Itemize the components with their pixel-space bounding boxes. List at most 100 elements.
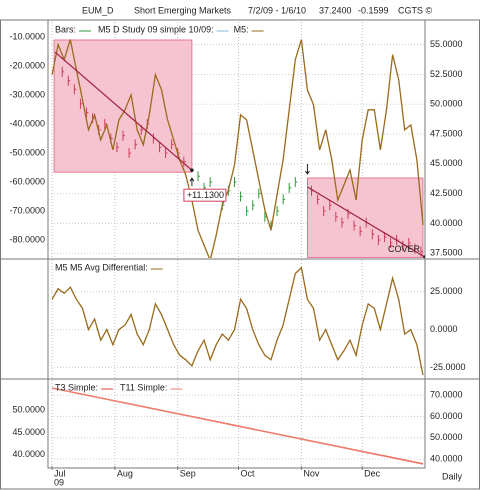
panel [48,39,425,258]
panel [48,266,425,376]
y2-tick-label: 0.0000 [430,324,458,334]
legend-label: T3 Simple: [55,382,98,392]
legend-study: M5 D Study 09 simple 10/09: [98,24,214,34]
price-bar [377,235,381,246]
price-bar [317,194,320,205]
arrow [305,163,310,175]
price-bar [183,156,186,167]
copyright: CGTS © [398,5,433,15]
panel [48,387,425,465]
annotation-box [183,188,227,202]
legend-label: T11 Simple: [120,382,167,392]
price-bar [86,107,89,118]
y2-tick-label: 50.0000 [430,432,463,442]
price-bar [329,200,332,211]
legend-label: M5: [234,24,249,34]
trend-end [423,255,425,258]
y-tick-label: -10.0000 [9,31,45,41]
price-bar [252,200,255,211]
price-bar [359,226,363,237]
price-bar [73,84,77,95]
annotation: COVER [388,244,421,254]
y-tick-label: -80.0000 [9,234,45,244]
trend-line [307,186,425,258]
series-line [51,266,424,376]
price-bar [323,206,326,217]
y2-tick-label: 47.5000 [430,128,463,138]
y-tick-label: -40.0000 [9,118,45,128]
y2-tick-label: -25.0000 [430,362,466,372]
symbol: EUM_D [82,5,114,15]
y2-tick-label: 40.0000 [430,218,463,228]
price-bar [122,130,125,141]
x-tick-label: Aug [117,468,133,478]
y-tick-label: 50.0000 [12,405,45,415]
series-line [51,39,424,258]
trend-line [54,51,193,171]
price-bar [353,220,357,231]
x-tick-label: Nov [303,468,320,478]
change: -0.1599 [358,5,389,15]
price-bar [116,142,119,153]
price-bar [402,240,405,251]
y-tick-label: -70.0000 [9,205,45,215]
y-tick-label: -60.0000 [9,176,45,186]
price-bar [128,148,132,159]
arrow [189,177,195,187]
price-bar [104,119,107,130]
price-bar [371,229,375,240]
x-tick-label: Dec [364,468,381,478]
price-bar [258,188,261,199]
price-bar [158,142,162,153]
price-bar [246,206,249,217]
price-bar [79,98,83,109]
legend-label: M5 M5 Avg Differential: [55,262,148,272]
y2-tick-label: 55.0000 [430,39,463,49]
price-bar [288,182,292,193]
y2-tick-label: 50.0000 [430,99,463,109]
price-bar [197,171,200,182]
x-tick-label: Jul [54,468,66,478]
description: Short Emerging Markets [134,5,232,15]
price-bar [171,139,174,150]
header: EUM_D Short Emerging Markets 7/2/09 - 1/… [82,5,433,15]
price-bar [282,194,286,205]
legend-label: Bars: [55,24,76,34]
price-bar [209,177,213,188]
period-label: Daily [442,471,463,481]
y2-tick-label: 60.0000 [430,411,463,421]
y2-tick-label: 25.0000 [430,286,463,296]
price-bar [294,177,298,188]
price-bar [276,206,280,217]
y2-tick-label: 52.5000 [430,69,463,79]
price-bar [134,139,138,150]
series-line [51,387,424,465]
price-bar [240,191,243,202]
price-bar [61,66,65,77]
year-label: 09 [54,477,64,487]
trend-end [190,168,194,172]
price-bar [335,211,338,222]
price-bar [233,177,237,188]
last-price: 37.2400 [319,5,352,15]
y-tick-label: 40.0000 [12,449,45,459]
y2-tick-label: 37.5000 [430,248,463,258]
y-tick-label: -20.0000 [9,60,45,70]
y-tick-label: -50.0000 [9,147,45,157]
annotation: +11.1300 [187,190,224,200]
price-bar [414,243,417,254]
x-tick-label: Sep [180,468,196,478]
price-bar [408,237,411,248]
y2-tick-label: 45.0000 [430,158,463,168]
price-bar [383,232,387,243]
date-range: 7/2/09 - 1/6/10 [248,5,306,15]
price-bar [390,237,393,248]
price-bar [67,75,71,86]
y2-tick-label: 42.5000 [430,188,463,198]
y2-tick-label: 70.0000 [430,389,463,399]
y-tick-label: 45.0000 [12,427,45,437]
price-bar [165,148,168,159]
price-bar [341,217,344,228]
y2-tick-label: 40.0000 [430,453,463,463]
